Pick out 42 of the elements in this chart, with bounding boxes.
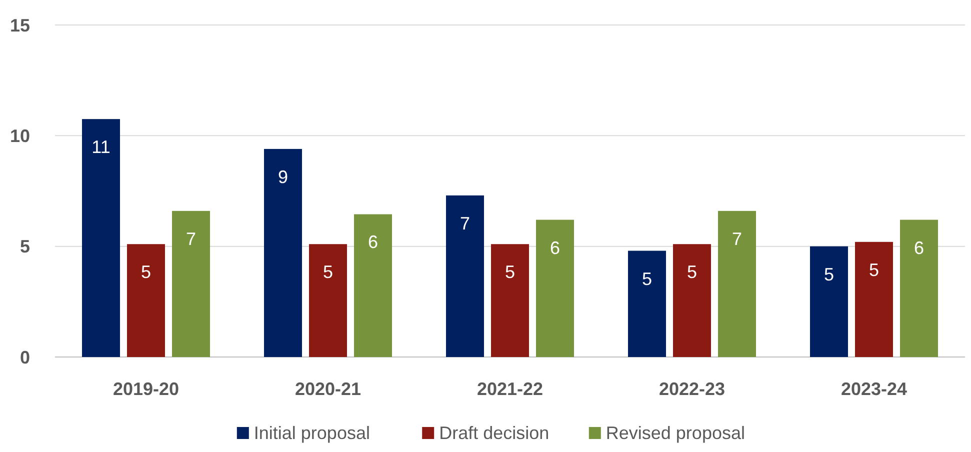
bar: [264, 148, 302, 357]
bar: [855, 242, 893, 357]
data-label: 5: [140, 262, 152, 282]
bar: [82, 119, 120, 357]
x-tick-label: 2021-22: [476, 379, 544, 399]
x-tick-label: 2022-23: [658, 379, 726, 399]
bar: [900, 220, 938, 357]
bar: [628, 250, 666, 357]
data-label: 9: [278, 166, 288, 187]
bar: [309, 244, 347, 357]
legend-label: Revised proposal: [606, 423, 745, 443]
x-tick-label: 2023-24: [840, 379, 908, 399]
bar: [536, 220, 574, 357]
legend-label: Initial proposal: [254, 423, 370, 443]
bar: [718, 210, 756, 357]
data-label: 11: [92, 137, 110, 158]
bar: [354, 214, 392, 357]
data-label: 7: [732, 228, 742, 249]
y-tick-label: 0: [20, 347, 30, 368]
x-tick-label: 2019-20: [112, 379, 180, 399]
data-label: 7: [186, 228, 196, 249]
data-label: 5: [642, 268, 652, 289]
data-label: 5: [504, 262, 516, 282]
data-label: 5: [686, 262, 698, 282]
data-label: 6: [550, 238, 560, 258]
bar: [172, 210, 210, 357]
data-label: 6: [914, 238, 924, 258]
bar: [127, 244, 165, 357]
x-tick-label: 2020-21: [294, 379, 362, 399]
data-label: 5: [868, 260, 880, 280]
data-label: 5: [824, 264, 834, 284]
bar: [673, 244, 711, 357]
bar: [491, 244, 529, 357]
bar: [810, 246, 848, 357]
bar: [446, 195, 484, 357]
legend-label: Draft decision: [439, 423, 550, 443]
y-tick-label: 5: [20, 236, 30, 257]
y-tick-label: 15: [10, 15, 30, 36]
y-tick-label: 10: [10, 126, 30, 146]
data-label: 6: [368, 232, 378, 252]
data-label: 5: [322, 262, 334, 282]
data-label: 7: [460, 213, 470, 234]
